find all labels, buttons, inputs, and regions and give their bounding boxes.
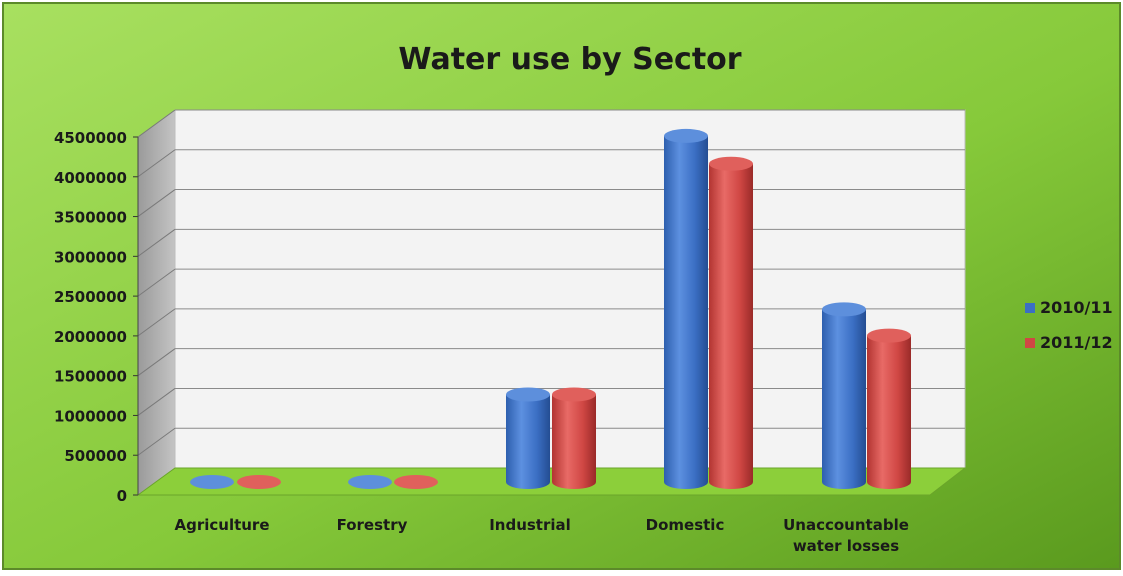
bar xyxy=(506,387,550,489)
x-tick-label: Unaccountable xyxy=(783,516,909,534)
x-tick-label: water losses xyxy=(793,537,899,555)
bar-top xyxy=(709,156,753,171)
bar xyxy=(867,328,911,489)
x-tick-label: Industrial xyxy=(489,516,571,534)
x-tick-label: Agriculture xyxy=(174,516,269,534)
x-axis: Agriculture Forestry Industrial Domestic Una… xyxy=(174,516,908,555)
bar-top xyxy=(822,302,866,317)
bar-body xyxy=(709,163,753,489)
y-tick-label: 4500000 xyxy=(54,129,127,147)
legend-swatch xyxy=(1025,303,1035,313)
plot-side-wall xyxy=(138,110,175,495)
legend: 2010/11 2011/12 xyxy=(1025,298,1113,352)
legend-label: 2011/12 xyxy=(1040,333,1113,352)
bar-body xyxy=(664,135,708,489)
y-tick-label: 1000000 xyxy=(54,407,127,425)
bars xyxy=(190,128,911,489)
bar-top xyxy=(552,387,596,402)
y-tick-label: 3000000 xyxy=(54,248,127,266)
bar-body xyxy=(867,335,911,489)
gridline-side xyxy=(137,228,176,257)
y-axis: 0 500000 1000000 1500000 2000000 2500000 30000… xyxy=(54,129,139,505)
x-tick-label: Forestry xyxy=(337,516,408,534)
bar-body xyxy=(822,309,866,489)
bar-top xyxy=(664,128,708,143)
y-tick-label: 3500000 xyxy=(54,209,127,227)
bar-top xyxy=(190,475,234,489)
y-tick-label: 2500000 xyxy=(54,288,127,306)
bar xyxy=(190,475,234,489)
gridline-side xyxy=(137,348,176,377)
chart-title: Water use by Sector xyxy=(398,42,741,77)
bar-top xyxy=(867,328,911,343)
x-tick-label: Domestic xyxy=(646,516,725,534)
bar-body xyxy=(506,394,550,489)
gridline-side xyxy=(137,268,176,297)
bar xyxy=(552,387,596,489)
bar xyxy=(394,475,438,489)
y-tick-label: 1500000 xyxy=(54,368,127,386)
gridline-side xyxy=(137,388,176,416)
y-tick-label: 0 xyxy=(117,487,127,505)
bar-top xyxy=(506,387,550,402)
gridline-side xyxy=(137,189,176,217)
y-tick-label: 500000 xyxy=(64,447,127,465)
y-tick-label: 2000000 xyxy=(54,328,127,346)
bar xyxy=(709,156,753,489)
bar xyxy=(237,475,281,489)
y-tick-label: 4000000 xyxy=(54,169,127,187)
gridline-side xyxy=(137,308,176,337)
gridline-side xyxy=(137,427,176,456)
bar xyxy=(664,128,708,489)
bar-top xyxy=(394,475,438,489)
bar xyxy=(822,302,866,489)
plot-floor xyxy=(136,467,967,496)
bar-body xyxy=(552,394,596,489)
bar xyxy=(348,475,392,489)
legend-swatch xyxy=(1025,338,1035,348)
gridline-side xyxy=(137,109,176,138)
legend-label: 2010/11 xyxy=(1040,298,1113,317)
gridline-side xyxy=(137,149,176,178)
bar-top xyxy=(348,475,392,489)
bar-top xyxy=(237,475,281,489)
